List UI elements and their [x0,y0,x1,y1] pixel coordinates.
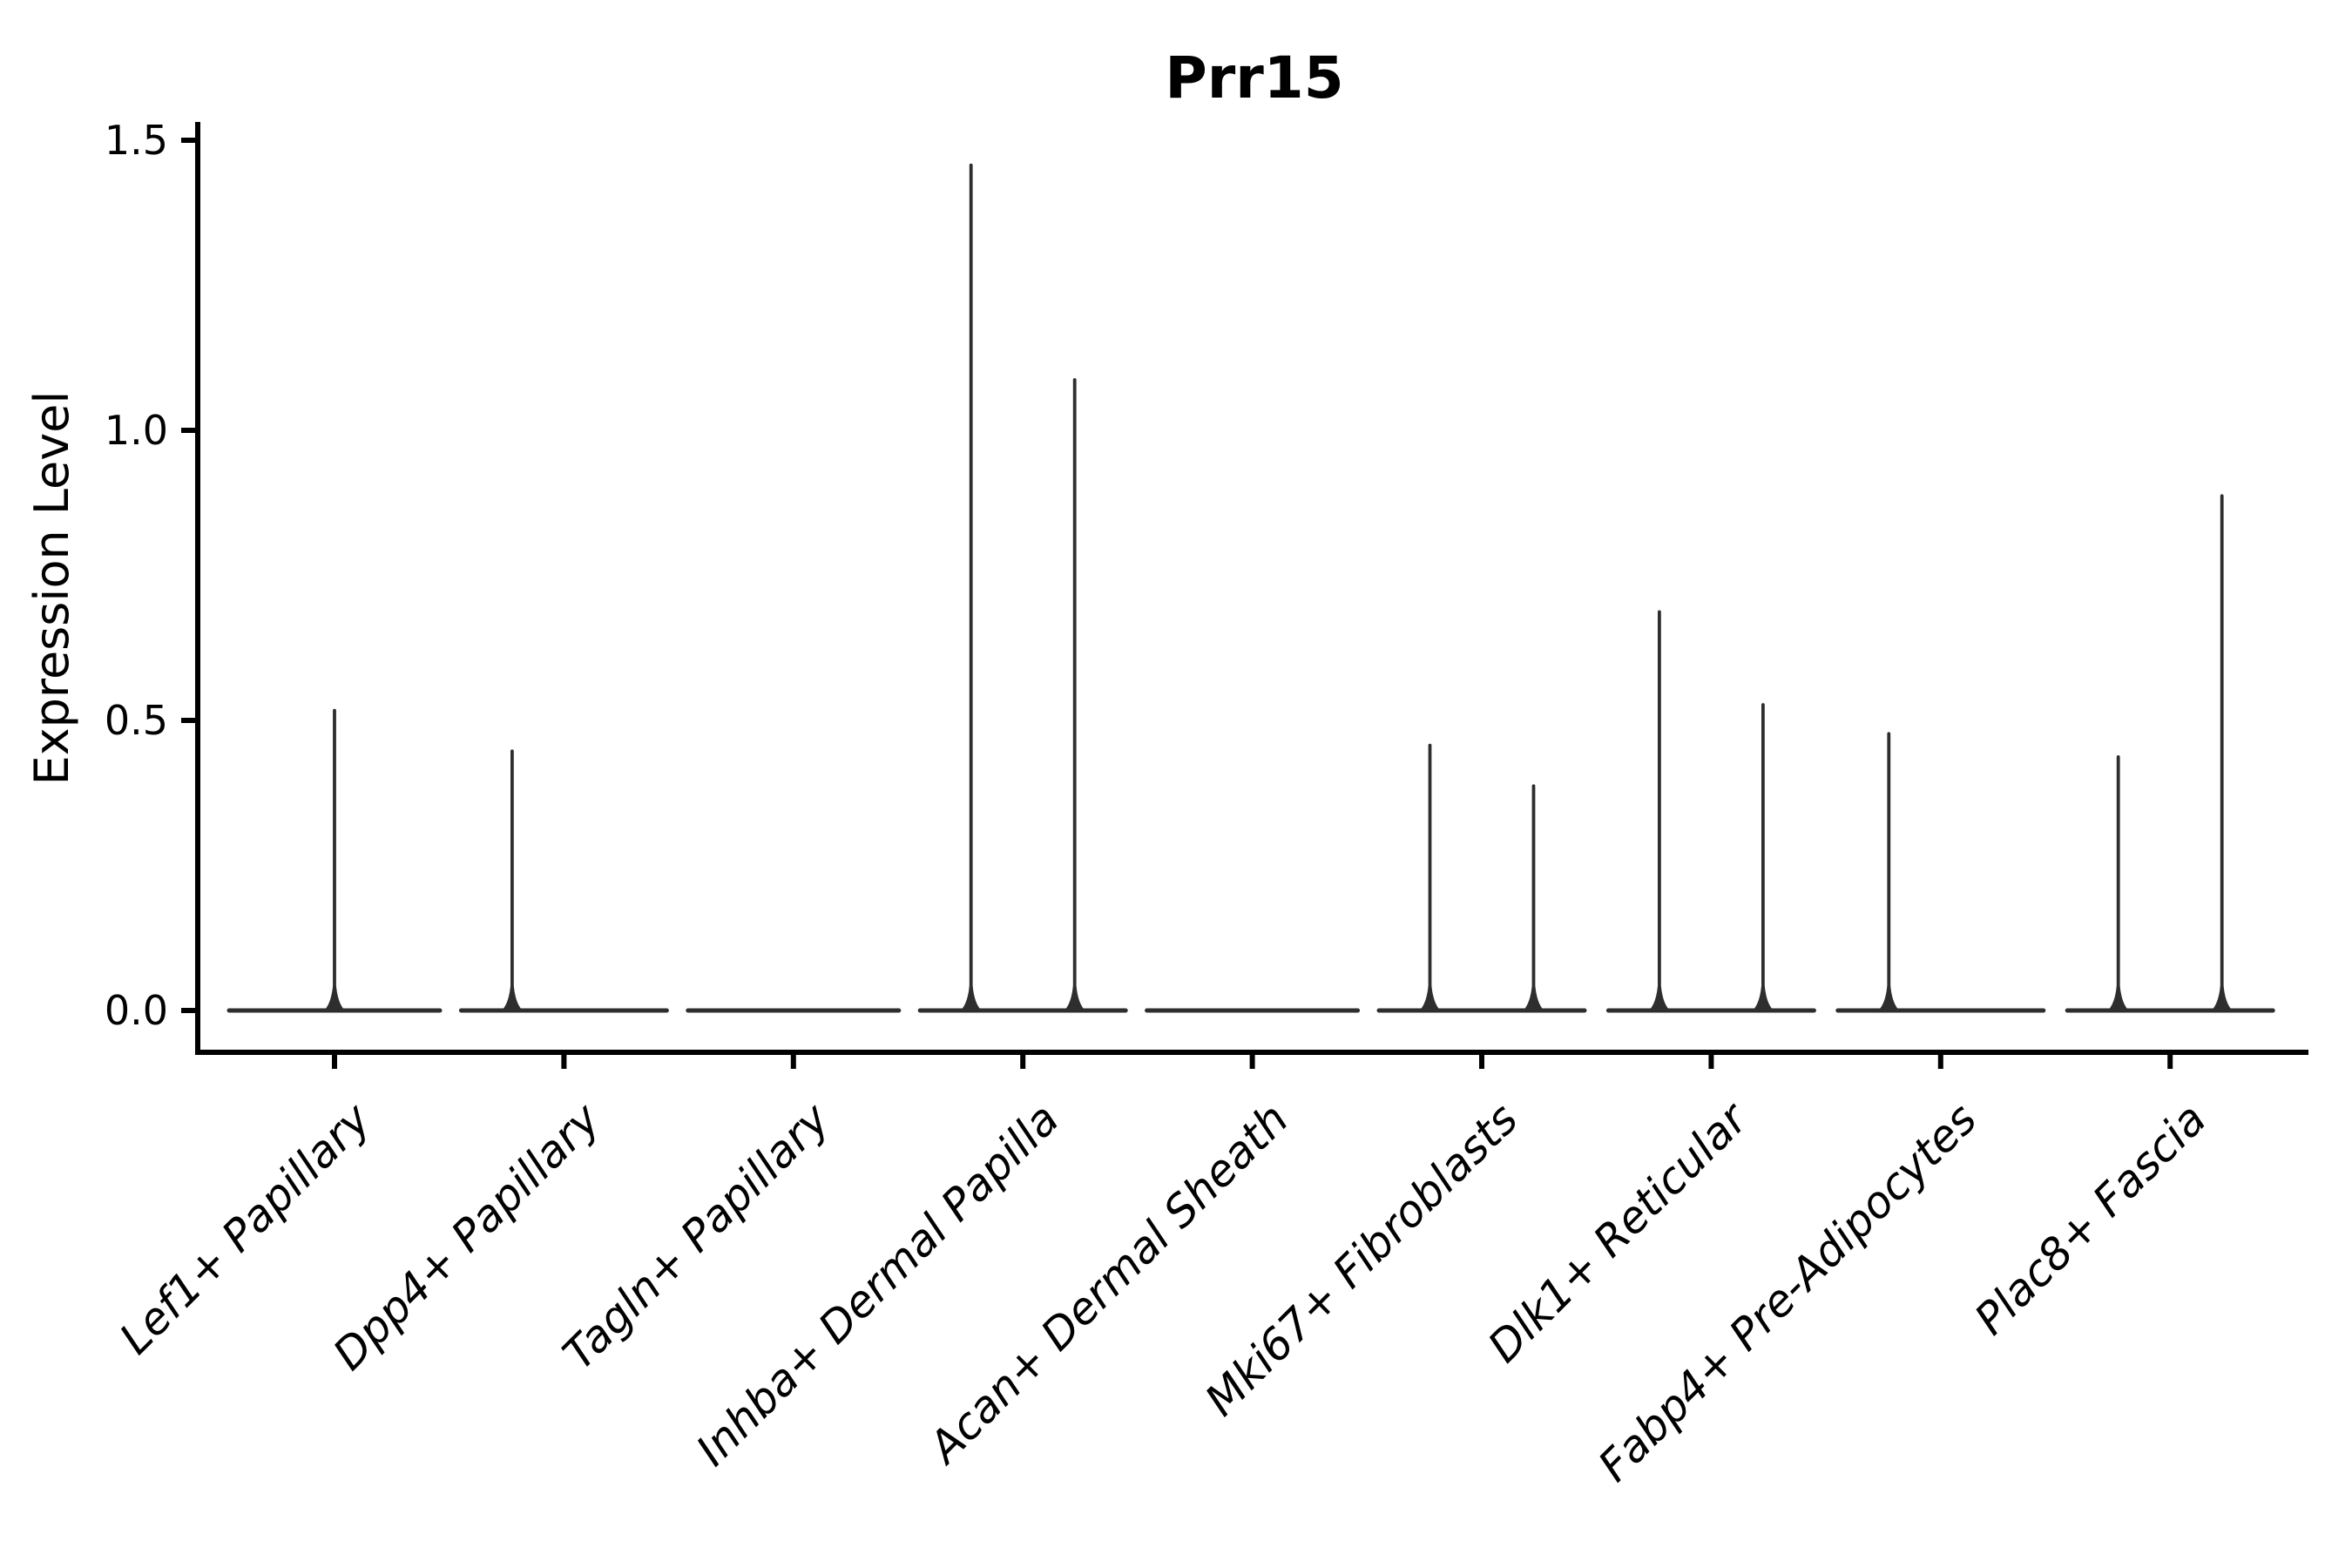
violin-needle-flare [1418,986,1442,1011]
violin-needle-flare [1522,986,1545,1011]
violin-group-0 [226,708,443,1013]
violin-group-8 [2065,494,2275,1013]
violin-needle-flare [2106,986,2130,1011]
violin-group-7 [1835,732,2046,1013]
y-tick-label: 1.5 [105,117,168,164]
chart-title: Prr15 [1165,44,1343,112]
violin-needle-flare [1751,986,1774,1011]
violin-needle-flare [1063,986,1086,1011]
violin-group-1 [458,749,669,1013]
violins-layer [226,163,2275,1013]
violin-needle-flare [959,986,983,1011]
violin-group-5 [1376,743,1587,1013]
violin-needle-flare [323,986,346,1011]
violin-needle-flare [1647,986,1671,1011]
y-axis-label: Expression Level [24,391,79,786]
axes-layer [195,122,2308,1055]
violin-needle-flare [2210,986,2234,1011]
y-tick-label: 0.0 [105,987,168,1034]
violin-needle-flare [500,986,524,1011]
violin-needle-flare [1877,986,1901,1011]
violin-group-3 [917,163,1128,1013]
y-tick-label: 0.5 [105,697,168,744]
y-tick-label: 1.0 [105,407,168,454]
violin-group-6 [1605,610,1816,1013]
